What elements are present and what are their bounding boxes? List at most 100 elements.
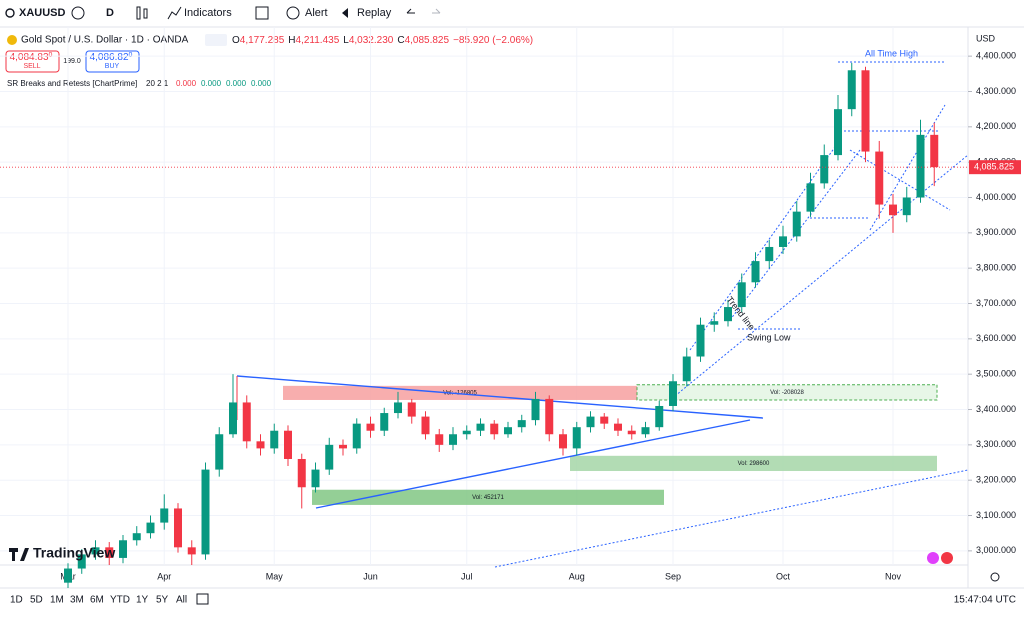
y-tick-label: 4,000.000 [976,192,1016,202]
candle-body [531,398,540,421]
range-button[interactable]: 5D [30,595,43,606]
candle-body [627,430,636,435]
indicators-button[interactable]: Indicators [184,7,232,19]
range-button[interactable]: All [176,595,187,606]
candle-body [270,430,279,449]
candle-body [146,522,155,534]
annotation: Swing Low [747,332,791,342]
candle-body [339,444,347,449]
ohlc-value: 4,085.825 [405,35,450,46]
candle-body [421,416,430,435]
replay-button[interactable]: Replay [357,7,392,19]
last-price-label: 4,085.825 [974,162,1014,172]
candle-body [297,458,306,488]
ohlc-change: −85.920 (−2.06%) [453,35,533,46]
settings-icon[interactable] [990,572,1000,582]
indicators-icon[interactable] [167,6,182,20]
indicator-value: 0.000 [176,79,197,88]
y-tick-label: 3,800.000 [976,263,1016,273]
candle-body [792,211,801,237]
x-tick-label: Nov [885,571,902,581]
candle-body [586,416,595,428]
range-buttons: 1D 5D 1M 3M 6M YTD 1Y 5Y All [10,595,187,606]
volume-zone [570,455,937,472]
candle-body [215,434,224,470]
candle-body [462,430,471,435]
range-button[interactable]: 1M [50,595,64,606]
y-tick-label: 3,400.000 [976,404,1016,414]
candle-body [765,246,774,262]
y-tick-label: 3,600.000 [976,333,1016,343]
candle-body [187,547,196,555]
zone-label: Vol: -208028 [770,390,804,396]
indicator-params: 20 2 1 [146,79,169,88]
candle-body [325,444,334,470]
candle-body [64,568,72,583]
legend-title: Gold Spot / U.S. Dollar · 1D · OANDA [21,35,189,46]
candle-body [834,109,842,156]
buy-price-small: 0 [129,52,133,59]
alert-button[interactable]: Alert [305,7,328,19]
range-button[interactable]: 1Y [136,595,149,606]
candle-body [77,554,86,569]
candle-body [435,434,444,445]
zone-label: Vol: 452171 [472,495,504,501]
y-tick-label: 3,900.000 [976,227,1016,237]
y-tick-label: 4,200.000 [976,121,1016,131]
range-button[interactable]: 1D [10,595,23,606]
candle-body [724,307,732,322]
range-button[interactable]: 3M [70,595,84,606]
candle-body [682,356,691,382]
candle-body [366,423,375,431]
candle-body [242,402,251,442]
y-tick-label: 4,300.000 [976,86,1016,96]
range-button[interactable]: 6M [90,595,104,606]
alert-icon[interactable] [286,6,300,20]
candle-body [889,204,897,216]
y-tick-label: 3,700.000 [976,298,1016,308]
y-tick-label: 3,100.000 [976,510,1016,520]
candle-body [132,533,141,541]
range-button[interactable]: 5Y [156,595,169,606]
redo-icon[interactable] [432,8,441,14]
logo-mark [9,548,29,561]
candle-body [91,547,100,555]
y-tick-label: 4,400.000 [976,51,1016,61]
candle-body [847,70,856,110]
interval[interactable]: D [106,7,114,19]
x-tick-label: Aug [569,571,585,581]
candle-body [572,427,581,449]
candle-body [696,324,705,357]
replay-icon[interactable] [342,8,348,18]
candle-body [902,197,911,216]
event-icon[interactable] [927,552,939,564]
sell-price: 4,084.830 [10,52,53,63]
symbol-logo [7,35,17,45]
candle-body [875,151,884,205]
candle-body [737,282,746,308]
chart-type-icon-2 [143,8,148,19]
currency[interactable]: USD [976,33,996,43]
candle-body [751,261,760,283]
candle-body [490,423,499,435]
layout-icon[interactable] [255,6,269,20]
date-range-icon[interactable] [196,593,209,605]
candle-body [710,321,719,325]
last-price-tag [969,160,1021,175]
symbol[interactable]: XAUUSD [19,7,66,19]
candle-body [229,402,237,435]
chart-type-icon[interactable] [136,6,141,20]
search-icon[interactable] [5,8,15,18]
dotted-line [849,149,951,211]
range-button[interactable]: YTD [110,595,130,606]
ohlc-key: C [397,35,404,46]
compare-icon[interactable] [71,6,85,20]
x-tick-label: Jun [363,571,378,581]
top-toolbar [0,0,1024,27]
indicator-value: 0.000 [226,79,247,88]
undo-icon[interactable] [406,8,415,14]
annotation: All Time High [865,48,918,58]
flag-icon[interactable] [941,552,953,564]
candle-body [449,434,457,445]
